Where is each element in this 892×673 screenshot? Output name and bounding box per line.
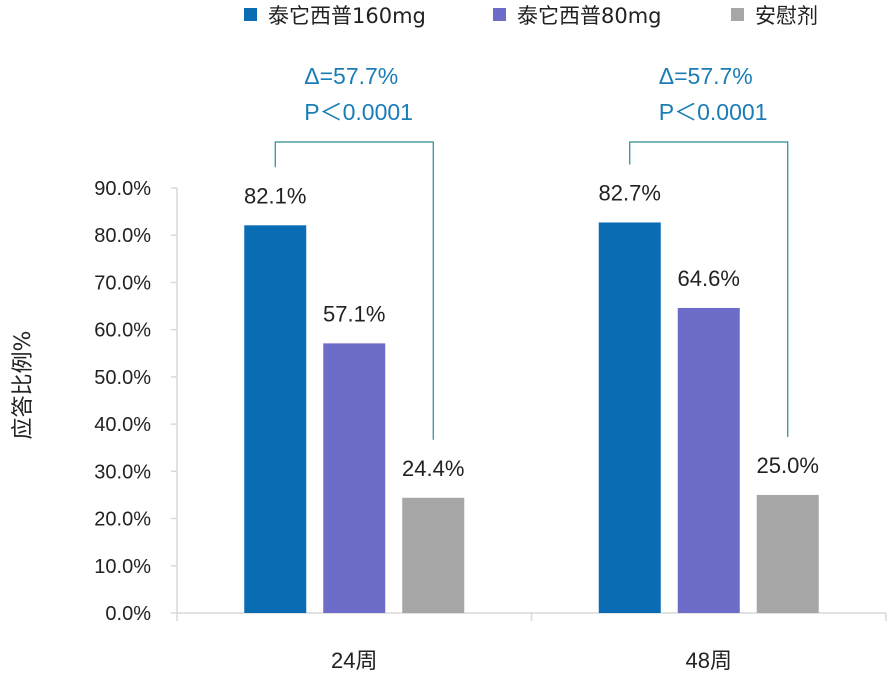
y-tick-label: 70.0%: [94, 272, 151, 294]
annotation-p-value: P＜0.0001: [659, 99, 768, 125]
y-tick-label: 80.0%: [94, 225, 151, 247]
annotation-delta: Δ=57.7%: [304, 63, 398, 89]
legend-label: 安慰剂: [755, 4, 818, 28]
bar: [244, 225, 307, 614]
annotation-p-value: P＜0.0001: [304, 99, 413, 125]
data-label: 64.6%: [678, 266, 740, 291]
legend-label: 泰它西普160mg: [268, 4, 426, 28]
data-label: 24.4%: [402, 456, 464, 481]
data-label: 25.0%: [757, 453, 819, 478]
legend-swatch: [731, 8, 744, 21]
annotations: Δ=57.7% P＜0.0001 Δ=57.7% P＜0.0001: [274, 63, 789, 440]
y-axis-label: 应答比例%: [11, 331, 36, 440]
y-tick-label: 20.0%: [94, 509, 151, 531]
x-axis: 24周 48周: [176, 612, 887, 673]
bars: 82.1% 57.1% 24.4% 82.7% 64.6% 25.0%: [244, 180, 819, 614]
annotation-delta: Δ=57.7%: [659, 63, 753, 89]
bar: [323, 343, 386, 613]
y-tick-label: 90.0%: [94, 178, 151, 200]
x-tick-label: 48周: [686, 648, 732, 673]
legend: 泰它西普160mg 泰它西普80mg 安慰剂: [244, 4, 818, 28]
significance-bracket: [629, 141, 789, 437]
y-tick-label: 60.0%: [94, 320, 151, 342]
data-label: 57.1%: [323, 301, 385, 326]
x-tick-label: 24周: [331, 648, 377, 673]
data-label: 82.7%: [599, 180, 661, 205]
y-tick-label: 30.0%: [94, 461, 151, 483]
bar: [402, 497, 465, 613]
bar: [677, 307, 740, 613]
bar: [756, 494, 819, 613]
bar: [598, 222, 661, 613]
y-tick-label: 40.0%: [94, 414, 151, 436]
data-label: 82.1%: [244, 183, 306, 208]
legend-swatch: [493, 8, 506, 21]
legend-label: 泰它西普80mg: [517, 4, 662, 28]
y-tick-label: 0.0%: [105, 603, 151, 625]
y-tick-label: 10.0%: [94, 556, 151, 578]
significance-bracket: [274, 141, 434, 440]
y-tick-label: 50.0%: [94, 367, 151, 389]
y-axis: 0.0% 10.0% 20.0% 30.0% 40.0% 50.0% 60.0% 70.0% 8…: [94, 178, 178, 625]
legend-swatch: [244, 8, 257, 21]
